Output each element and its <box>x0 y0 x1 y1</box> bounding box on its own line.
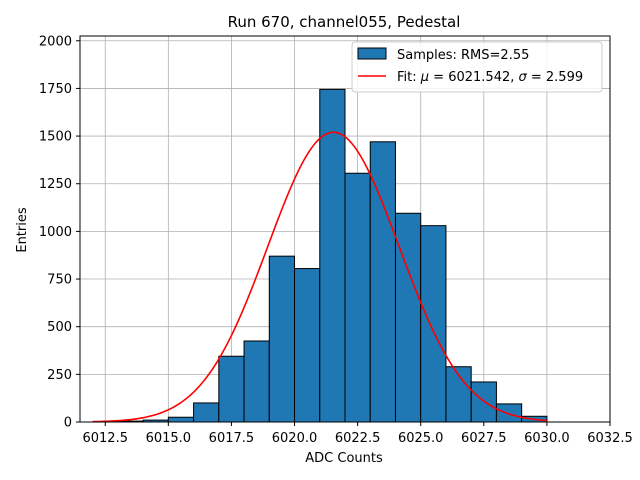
y-tick-label-6: 1500 <box>39 130 72 145</box>
histogram-bar-2 <box>167 416 195 423</box>
x-tick-label-4: 6022.5 <box>335 431 381 446</box>
legend-label-samples: Samples: RMS=2.55 <box>397 48 529 63</box>
histogram-bar-11 <box>394 212 422 423</box>
x-tick-label-7: 6030.0 <box>524 431 570 446</box>
x-tick-label-5: 6025.0 <box>398 431 444 446</box>
histogram-bar-4 <box>218 355 245 423</box>
legend: Samples: RMS=2.55 Fit: μ = 6021.542, σ =… <box>351 41 603 93</box>
histogram-bar-9 <box>344 172 371 423</box>
y-tick-label-1: 250 <box>47 368 72 383</box>
x-axis-label: ADC Counts <box>305 451 383 466</box>
histogram-bar-8 <box>319 88 346 423</box>
legend-swatch-samples <box>357 47 387 60</box>
y-tick-label-3: 750 <box>47 273 72 288</box>
fit-curve <box>92 131 547 423</box>
x-tick-label-8: 6032.5 <box>587 431 633 446</box>
y-tick-label-2: 500 <box>47 320 72 335</box>
histogram-bar-7 <box>294 268 321 423</box>
x-tick-label-2: 6017.5 <box>209 431 255 446</box>
y-tick-label-0: 0 <box>64 416 72 431</box>
y-tick-label-4: 1000 <box>39 225 72 240</box>
chart-title: Run 670, channel055, Pedestal <box>228 13 461 31</box>
histogram-bar-15 <box>495 403 523 423</box>
fit-curve-group <box>92 131 547 423</box>
histogram-bar-6 <box>268 255 296 423</box>
x-tick-label-0: 6012.5 <box>82 431 128 446</box>
legend-box <box>351 41 603 93</box>
y-axis-ticks: 0 250 500 750 1000 1250 1500 1750 2000 <box>39 34 80 431</box>
x-tick-label-1: 6015.0 <box>146 431 192 446</box>
y-tick-label-7: 1750 <box>39 82 72 97</box>
y-axis-label: Entries <box>15 207 30 253</box>
y-tick-label-5: 1250 <box>39 177 72 192</box>
histogram-bars <box>117 88 548 423</box>
histogram-bar-12 <box>420 225 447 423</box>
y-tick-label-8: 2000 <box>39 34 72 49</box>
histogram-bar-5 <box>243 340 270 423</box>
x-tick-label-3: 6020.0 <box>272 431 318 446</box>
legend-label-fit: Fit: μ = 6021.542, σ = 2.599 <box>397 70 583 85</box>
histogram-bar-3 <box>193 402 220 423</box>
x-axis-ticks: 6012.5 6015.0 6017.5 6020.0 6022.5 6025.0 6027… <box>82 422 633 446</box>
plot-frame <box>79 35 611 423</box>
x-tick-label-6: 6027.5 <box>461 431 507 446</box>
